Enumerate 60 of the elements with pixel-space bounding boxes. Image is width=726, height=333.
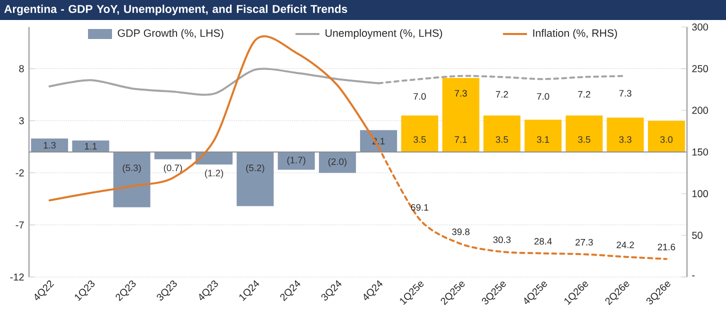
legend-label: Unemployment (%, LHS) (326, 29, 442, 39)
data-label: (0.7) (164, 164, 182, 174)
y-tick-label: -12 (10, 274, 24, 280)
y-tick-label: 3 (19, 117, 24, 124)
bar (318, 152, 356, 173)
data-label: 7.2 (496, 91, 508, 98)
bar (278, 152, 315, 170)
bar (31, 138, 68, 152)
bar (524, 120, 562, 152)
data-label: 1.1 (84, 143, 97, 150)
data-label: 7.3 (619, 90, 632, 97)
data-label: 3.5 (496, 136, 508, 143)
data-label: 69.1 (411, 204, 428, 211)
bar (154, 152, 192, 160)
y-tick-label: -7 (16, 221, 24, 228)
data-label: 3.5 (578, 136, 590, 143)
data-label: 28.4 (534, 238, 552, 245)
bar (360, 130, 398, 152)
y2-tick-label: 150 (692, 148, 708, 156)
data-label: 3.3 (619, 136, 632, 143)
chart-title: Argentina - GDP YoY, Unemployment, and Fiscal Deficit Trends (4, 4, 348, 16)
bar (401, 116, 438, 152)
data-label: 1.3 (44, 142, 56, 149)
data-label: 3.5 (414, 136, 426, 143)
data-label: 7.1 (454, 136, 467, 143)
y2-tick-label: 50 (692, 232, 702, 239)
bar (442, 78, 480, 152)
data-label: 7.0 (537, 93, 550, 100)
y2-tick-label: 100 (692, 190, 708, 198)
bar (648, 120, 685, 152)
bar (113, 152, 150, 208)
legend-label: GDP Growth (%, LHS) (118, 29, 224, 39)
data-label: 7.2 (578, 91, 590, 98)
data-label: 39.8 (452, 228, 470, 236)
bar (72, 140, 110, 152)
data-label: 30.3 (493, 236, 511, 244)
data-label: 24.2 (616, 242, 634, 248)
data-label: (5.2) (246, 164, 264, 174)
y2-tick-label: 250 (692, 65, 708, 72)
data-label: (1.7) (287, 156, 306, 166)
y-tick-label: 8 (19, 65, 24, 72)
y2-tick-label: - (692, 275, 695, 276)
legend-label: Inflation (%, RHS) (533, 29, 617, 39)
data-label: (1.2) (205, 170, 224, 178)
data-label: 27.3 (576, 238, 593, 246)
data-label: 3.1 (536, 136, 550, 143)
y-tick-label: -2 (16, 169, 24, 176)
bar (566, 116, 603, 152)
bar (483, 116, 520, 152)
data-label: 21.6 (658, 244, 676, 250)
data-label: (5.3) (122, 164, 141, 174)
bar (606, 118, 644, 152)
y2-tick-label: 200 (692, 106, 708, 114)
bar (196, 152, 233, 164)
data-label: (2.0) (328, 158, 346, 167)
y2-tick-label: 300 (692, 23, 708, 31)
data-label: 3.0 (660, 136, 673, 143)
data-label: 7.3 (454, 90, 467, 97)
bar (236, 152, 274, 206)
data-label: 7.0 (414, 93, 426, 100)
